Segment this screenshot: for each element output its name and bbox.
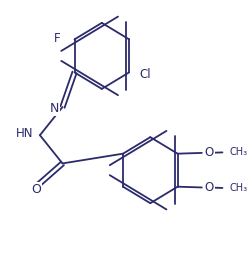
- Text: HN: HN: [16, 128, 34, 140]
- Text: CH₃: CH₃: [229, 147, 247, 157]
- Text: N: N: [50, 102, 59, 115]
- Text: O: O: [31, 183, 41, 196]
- Text: F: F: [54, 31, 60, 45]
- Text: Cl: Cl: [139, 68, 151, 82]
- Text: O: O: [205, 146, 214, 159]
- Text: O: O: [205, 181, 214, 195]
- Text: CH₃: CH₃: [229, 183, 247, 193]
